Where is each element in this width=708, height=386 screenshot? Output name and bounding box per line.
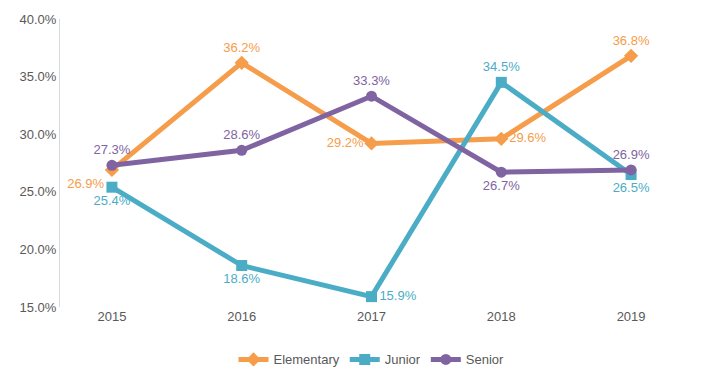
svg-text:34.5%: 34.5% <box>483 59 520 74</box>
svg-text:2019: 2019 <box>617 309 646 324</box>
svg-text:Junior: Junior <box>385 352 421 367</box>
svg-text:26.9%: 26.9% <box>67 176 104 191</box>
svg-text:30.0%: 30.0% <box>20 127 57 142</box>
svg-text:26.9%: 26.9% <box>613 147 650 162</box>
svg-text:2017: 2017 <box>357 309 386 324</box>
svg-text:36.2%: 36.2% <box>223 40 260 55</box>
svg-text:40.0%: 40.0% <box>20 12 57 27</box>
svg-text:2016: 2016 <box>227 309 256 324</box>
svg-text:29.6%: 29.6% <box>509 130 546 145</box>
svg-text:27.3%: 27.3% <box>93 142 130 157</box>
svg-text:35.0%: 35.0% <box>20 69 57 84</box>
svg-text:26.7%: 26.7% <box>483 178 520 193</box>
svg-text:Senior: Senior <box>466 352 504 367</box>
svg-text:2015: 2015 <box>97 309 126 324</box>
svg-text:25.0%: 25.0% <box>20 184 57 199</box>
svg-text:2018: 2018 <box>487 309 516 324</box>
svg-text:29.2%: 29.2% <box>327 135 364 150</box>
svg-text:Elementary: Elementary <box>274 352 340 367</box>
svg-text:33.3%: 33.3% <box>353 73 390 88</box>
svg-text:28.6%: 28.6% <box>223 127 260 142</box>
svg-text:18.6%: 18.6% <box>223 271 260 286</box>
svg-text:15.9%: 15.9% <box>379 288 416 303</box>
svg-text:25.4%: 25.4% <box>93 193 130 208</box>
svg-text:26.5%: 26.5% <box>613 180 650 195</box>
svg-text:36.8%: 36.8% <box>613 33 650 48</box>
svg-text:15.0%: 15.0% <box>20 300 57 315</box>
svg-text:20.0%: 20.0% <box>20 242 57 257</box>
